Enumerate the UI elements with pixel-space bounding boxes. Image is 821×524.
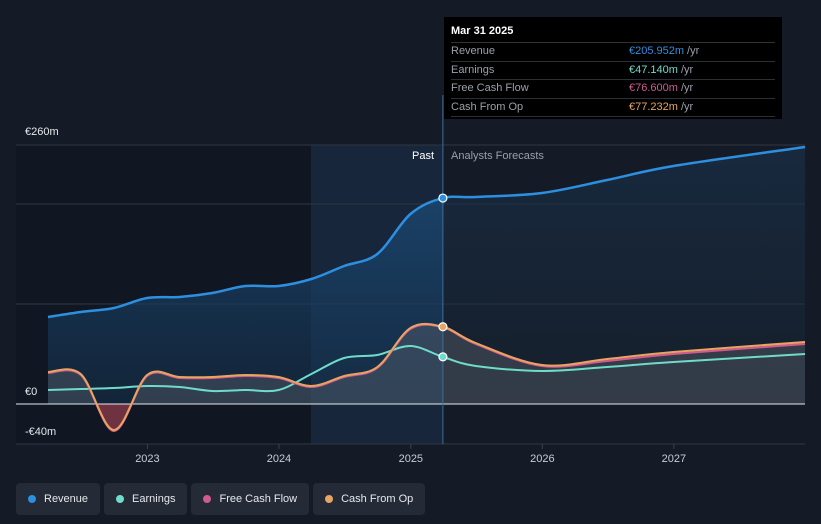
- forecast-label: Analysts Forecasts: [451, 150, 544, 162]
- legend-dot-icon: [28, 495, 36, 503]
- tooltip-row-earnings: Earnings €47.140m /yr: [451, 62, 775, 80]
- revenue-area-past: [48, 198, 443, 404]
- y-tick-label-top: €260m: [25, 126, 59, 138]
- tooltip-row-revenue: Revenue €205.952m /yr: [451, 43, 775, 62]
- past-label: Past: [412, 150, 435, 162]
- legend: Revenue Earnings Free Cash Flow Cash Fro…: [16, 483, 426, 515]
- legend-label: Cash From Op: [341, 493, 414, 505]
- x-tick-label: 2023: [135, 453, 159, 465]
- legend-dot-icon: [116, 495, 125, 503]
- tooltip-date: Mar 31 2025: [451, 23, 775, 43]
- tooltip-row-unit: /yr: [680, 100, 694, 113]
- tooltip-row-value: €205.952m: [629, 45, 685, 57]
- tooltip-row-label: Revenue: [451, 45, 496, 57]
- tooltip-row-unit: /yr: [680, 63, 694, 76]
- legend-label: Earnings: [132, 493, 176, 505]
- legend-dot-icon: [203, 495, 212, 503]
- cash-from-op-marker: [438, 322, 448, 332]
- y-tick-label-zero: €0: [25, 386, 38, 398]
- x-tick-label: 2026: [530, 453, 554, 465]
- legend-item-free-cash-flow[interactable]: Free Cash Flow: [191, 483, 310, 515]
- tooltip-row-label: Earnings: [451, 63, 495, 76]
- x-tick-label: 2025: [399, 453, 423, 465]
- revenue-marker: [438, 193, 448, 203]
- cash-from-op-area: [48, 323, 805, 431]
- tooltip-row-unit: /yr: [680, 82, 694, 94]
- earnings-marker: [438, 352, 448, 362]
- legend-item-earnings[interactable]: Earnings: [104, 483, 188, 515]
- earnings-line: [47, 344, 806, 393]
- revenue-line: [47, 145, 806, 319]
- cash-from-op-line: [47, 322, 806, 432]
- tooltip: Mar 31 2025 Revenue €205.952m /yr Earnin…: [444, 17, 782, 119]
- tooltip-row-cash-from-op: Cash From Op €77.232m /yr: [451, 99, 775, 117]
- revenue-area-forecast: [442, 147, 805, 404]
- negative-cash-area: [48, 404, 805, 431]
- legend-item-revenue[interactable]: Revenue: [16, 483, 101, 515]
- x-tick-label: 2024: [267, 453, 291, 465]
- tooltip-row-value: €76.600m: [629, 82, 678, 94]
- tooltip-row-value: €47.140m: [629, 63, 678, 76]
- tooltip-row-label: Cash From Op: [451, 100, 524, 113]
- tooltip-row-unit: /yr: [687, 45, 700, 57]
- legend-label: Revenue: [44, 493, 89, 505]
- x-tick-label: 2027: [662, 453, 686, 465]
- legend-label: Free Cash Flow: [219, 493, 298, 505]
- tooltip-row-value: €77.232m: [629, 100, 678, 113]
- legend-item-cash-from-op[interactable]: Cash From Op: [313, 483, 426, 515]
- tooltip-row-free-cash-flow: Free Cash Flow €76.600m /yr: [451, 80, 775, 99]
- tooltip-row-label: Free Cash Flow: [451, 82, 529, 94]
- y-tick-label-bottom: -€40m: [25, 426, 57, 438]
- legend-dot-icon: [325, 495, 334, 503]
